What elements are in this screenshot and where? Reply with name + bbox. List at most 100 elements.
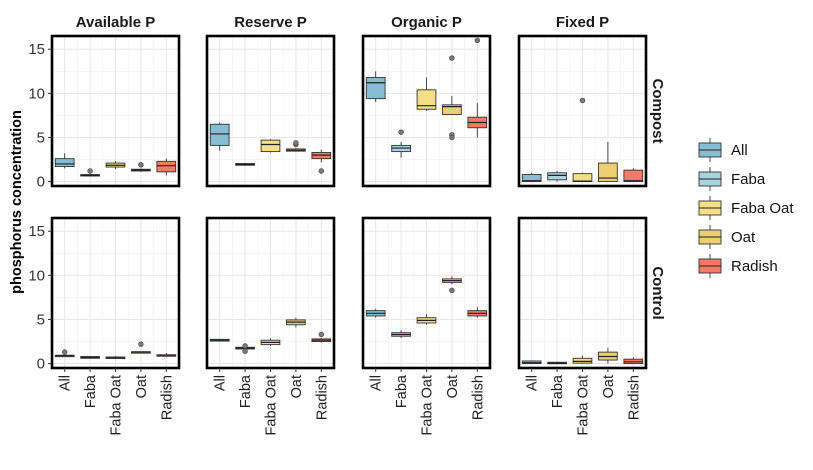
box-iqr xyxy=(416,89,437,110)
box-radish xyxy=(623,357,644,365)
x-tick-label: All xyxy=(369,375,385,391)
facet-panel: All Faba Faba Oat Oat Radish xyxy=(361,216,492,435)
legend: All Faba Faba Oat Oat Radish xyxy=(698,138,794,278)
legend-item: Oat xyxy=(698,225,756,249)
box-faba xyxy=(391,129,411,158)
x-tick-label: Faba Oat xyxy=(576,375,592,435)
column-strip-label: Organic P xyxy=(391,14,462,31)
facet-panel: 0 5 10 15 All Faba Faba Oat Oat Radish xyxy=(28,216,181,435)
box-radish xyxy=(156,158,177,176)
legend-label: Faba Oat xyxy=(731,200,794,217)
outlier-point xyxy=(579,97,586,104)
facet-panel: All Faba Faba Oat Oat Radish xyxy=(205,216,336,435)
y-tick-label: 15 xyxy=(28,41,45,58)
x-tick-label: All xyxy=(213,375,229,391)
legend-item: All xyxy=(698,138,748,162)
outlier-point xyxy=(293,140,299,146)
facet-panel: 0 5 10 15 xyxy=(28,34,181,191)
box-oat xyxy=(598,141,618,183)
column-strip-label: Reserve P xyxy=(234,14,307,31)
facet-panel xyxy=(517,34,648,188)
box-oat xyxy=(442,276,462,294)
box-faba-oat xyxy=(416,77,437,111)
outlier-point xyxy=(242,348,248,354)
outlier-point xyxy=(87,168,93,174)
x-tick-label: Oat xyxy=(445,375,461,398)
y-tick-label: 0 xyxy=(37,356,45,373)
box-radish xyxy=(311,149,332,174)
x-tick-label: Faba Oat xyxy=(109,375,125,435)
legend-item: Faba Oat xyxy=(698,196,794,220)
x-tick-label: All xyxy=(525,375,541,391)
legend-label: Oat xyxy=(731,229,756,246)
panel-border xyxy=(205,34,336,188)
facet-panel xyxy=(361,34,492,188)
y-tick-label: 0 xyxy=(37,174,45,191)
box-all xyxy=(209,122,230,151)
box-all xyxy=(209,338,230,342)
box-radish xyxy=(467,307,488,318)
row-strip-label: Control xyxy=(649,266,666,319)
x-tick-label: Faba xyxy=(550,374,566,408)
box-radish xyxy=(156,353,177,357)
y-tick-label: 10 xyxy=(28,267,45,284)
box-faba xyxy=(80,356,100,359)
x-tick-label: Radish xyxy=(159,375,175,420)
x-tick-label: Faba Oat xyxy=(420,375,436,435)
box-all xyxy=(54,153,75,169)
outlier-point xyxy=(318,331,324,338)
legend-label: All xyxy=(731,142,748,159)
y-tick-label: 5 xyxy=(37,311,45,328)
box-all xyxy=(521,172,542,183)
panel-border xyxy=(361,34,492,188)
x-tick-label: Radish xyxy=(626,375,642,420)
box-iqr xyxy=(521,174,542,183)
outlier-point xyxy=(474,37,480,44)
box-faba-oat xyxy=(260,338,281,346)
x-tick-label: Oat xyxy=(289,375,305,398)
legend-label: Faba xyxy=(731,171,766,188)
box-faba-oat xyxy=(572,97,593,183)
box-oat xyxy=(131,162,151,172)
box-faba-oat xyxy=(105,161,126,170)
box-iqr xyxy=(260,139,281,153)
box-iqr xyxy=(547,172,567,181)
box-faba xyxy=(80,168,100,177)
row-strip-label: Compost xyxy=(649,79,666,144)
box-all xyxy=(54,349,75,358)
x-tick-label: Radish xyxy=(314,375,330,420)
box-all xyxy=(521,360,542,365)
box-oat xyxy=(286,140,306,152)
box-iqr xyxy=(209,123,230,146)
y-tick-label: 15 xyxy=(28,223,45,240)
panel-border xyxy=(517,34,648,188)
x-tick-label: All xyxy=(58,375,74,391)
x-tick-label: Faba xyxy=(394,374,410,408)
panel-border xyxy=(50,34,181,188)
outlier-point xyxy=(449,287,455,294)
box-faba xyxy=(547,171,567,182)
box-faba xyxy=(547,361,567,365)
outlier-point xyxy=(449,134,455,141)
facet-panel: All Faba Faba Oat Oat Radish xyxy=(517,216,648,435)
box-all xyxy=(365,71,386,103)
x-tick-label: Oat xyxy=(134,375,150,398)
box-iqr xyxy=(572,357,593,364)
x-tick-label: Faba xyxy=(83,374,99,408)
x-tick-label: Faba Oat xyxy=(264,375,280,435)
box-radish xyxy=(311,331,332,343)
y-axis-title: phosphorus concentration xyxy=(9,110,25,294)
box-iqr xyxy=(623,169,644,183)
outlier-point xyxy=(61,349,68,355)
outlier-point xyxy=(138,162,144,168)
legend-label: Radish xyxy=(731,258,778,275)
x-tick-label: Oat xyxy=(601,375,617,398)
box-faba xyxy=(235,343,255,354)
outlier-point xyxy=(318,168,324,174)
box-oat xyxy=(442,55,462,141)
box-faba-oat xyxy=(572,355,593,364)
box-faba-oat xyxy=(260,139,281,153)
outlier-point xyxy=(398,129,404,135)
column-strip-label: Available P xyxy=(76,14,155,31)
